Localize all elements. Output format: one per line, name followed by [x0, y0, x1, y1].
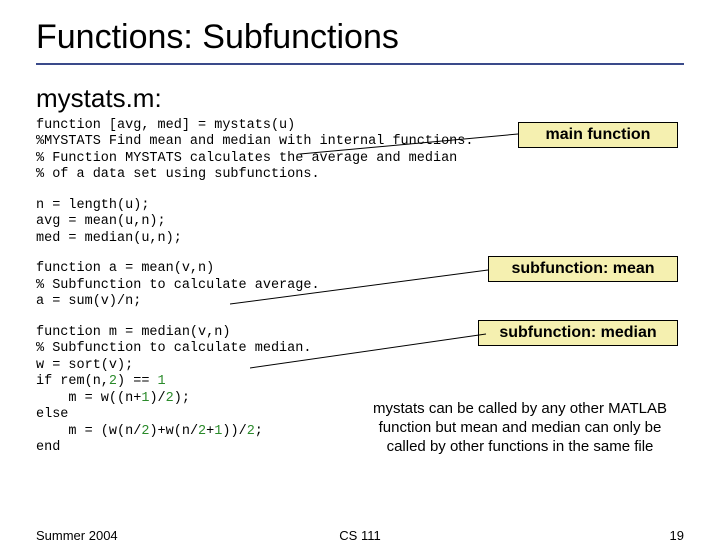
- code-line: med = median(u,n);: [36, 231, 182, 246]
- code-line: avg = mean(u,n);: [36, 214, 166, 229]
- code-line: end: [36, 440, 60, 455]
- footer-center: CS 111: [339, 528, 380, 543]
- callout-main: main function: [518, 122, 678, 148]
- code-line: else: [36, 407, 68, 422]
- code-line: m = w((n+1)/2);: [36, 391, 190, 406]
- slide-subtitle: mystats.m:: [36, 83, 684, 114]
- code-line: function a = mean(v,n): [36, 261, 214, 276]
- note-text: mystats can be called by any other MATLA…: [360, 400, 680, 456]
- callout-mean: subfunction: mean: [488, 256, 678, 282]
- slide-title: Functions: Subfunctions: [36, 18, 684, 65]
- code-line: % Function MYSTATS calculates the averag…: [36, 151, 457, 166]
- code-block-2: n = length(u); avg = mean(u,n); med = me…: [36, 198, 684, 247]
- callout-median: subfunction: median: [478, 320, 678, 346]
- slide: Functions: Subfunctions mystats.m: funct…: [0, 0, 720, 540]
- code-line: function [avg, med] = mystats(u): [36, 118, 295, 133]
- footer-right: 19: [670, 528, 684, 543]
- code-line: function m = median(v,n): [36, 325, 230, 340]
- code-line: w = sort(v);: [36, 358, 133, 373]
- code-line: % of a data set using subfunctions.: [36, 167, 320, 182]
- code-line: a = sum(v)/n;: [36, 294, 141, 309]
- code-line: if rem(n,2) == 1: [36, 374, 166, 389]
- footer-left: Summer 2004: [36, 528, 118, 543]
- code-line: m = (w(n/2)+w(n/2+1))/2;: [36, 424, 263, 439]
- code-line: % Subfunction to calculate median.: [36, 341, 311, 356]
- code-line: %MYSTATS Find mean and median with inter…: [36, 134, 473, 149]
- code-line: n = length(u);: [36, 198, 149, 213]
- code-line: % Subfunction to calculate average.: [36, 278, 320, 293]
